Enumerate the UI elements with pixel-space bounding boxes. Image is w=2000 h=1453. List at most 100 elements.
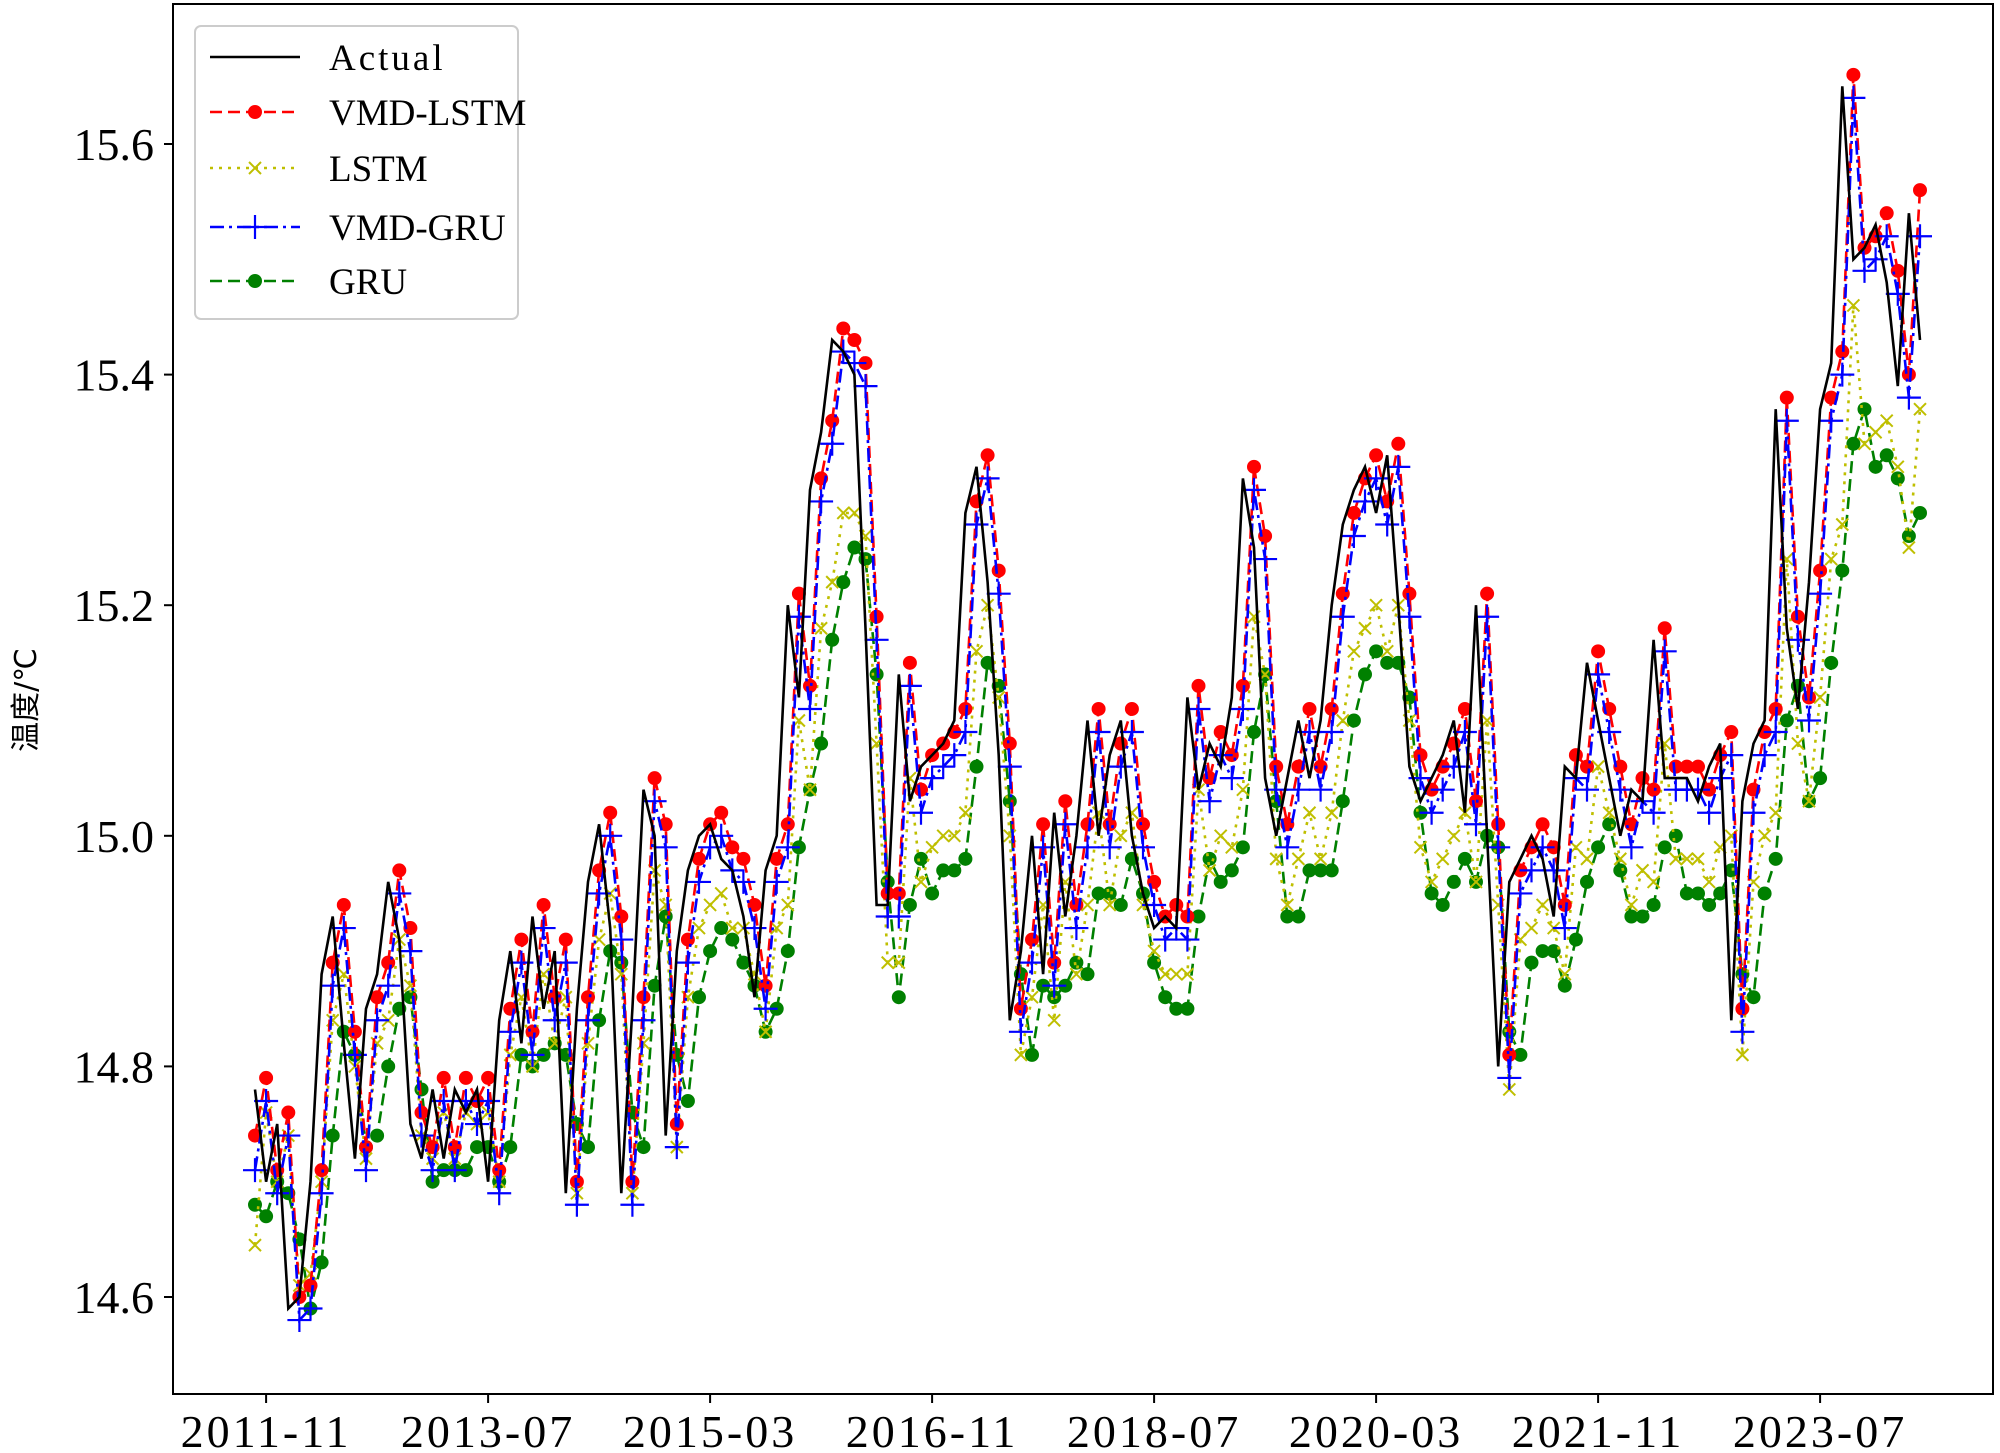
data-point-lstm	[1347, 644, 1361, 659]
data-point-gru	[1446, 874, 1461, 889]
data-point-gru	[1846, 436, 1861, 451]
data-point-gru	[1369, 644, 1384, 659]
data-point-vmd-gru	[1308, 777, 1333, 802]
data-point-vmd-gru	[465, 1112, 489, 1137]
data-point-vmd-gru	[1430, 777, 1455, 802]
data-point-vmd-lstm	[603, 805, 618, 820]
data-point-gru	[703, 944, 718, 959]
data-point-lstm	[1535, 898, 1550, 912]
data-point-lstm	[925, 840, 939, 855]
data-point-vmd-lstm	[370, 990, 385, 1005]
data-point-vmd-gru	[1197, 789, 1222, 814]
data-point-vmd-gru	[842, 351, 867, 376]
data-point-vmd-gru	[564, 1192, 589, 1217]
data-point-vmd-gru	[1186, 696, 1211, 721]
data-point-lstm	[1757, 829, 1772, 843]
data-point-vmd-gru	[531, 916, 556, 941]
data-point-vmd-gru	[975, 466, 1000, 491]
data-point-gru	[1746, 990, 1761, 1005]
data-point-vmd-lstm	[714, 805, 729, 820]
data-point-vmd-gru	[1230, 696, 1255, 721]
data-point-vmd-lstm	[1691, 759, 1705, 774]
data-point-vmd-gru	[1774, 408, 1799, 433]
data-point-gru	[1668, 828, 1683, 843]
data-point-vmd-gru	[487, 1181, 512, 1206]
data-point-lstm	[769, 921, 784, 935]
data-point-vmd-gru	[1441, 754, 1466, 779]
data-point-gru	[958, 851, 973, 866]
data-point-gru	[1291, 909, 1306, 924]
data-point-vmd-lstm	[747, 897, 762, 912]
legend-box	[194, 25, 519, 320]
data-point-gru	[947, 863, 962, 878]
data-point-vmd-gru	[1319, 720, 1344, 745]
data-point-vmd-lstm	[1058, 794, 1073, 809]
data-point-lstm	[803, 782, 817, 797]
data-point-gru	[325, 1128, 340, 1143]
data-point-gru	[1180, 1001, 1195, 1016]
data-point-vmd-gru	[1275, 835, 1300, 860]
data-point-vmd-lstm	[1779, 390, 1794, 405]
data-point-vmd-gru	[376, 973, 401, 998]
data-point-vmd-gru	[1719, 743, 1744, 768]
data-point-lstm	[1158, 967, 1172, 981]
data-point-lstm	[581, 1036, 595, 1051]
data-point-vmd-gru	[1386, 454, 1411, 479]
data-point-gru	[1890, 471, 1905, 486]
data-point-vmd-gru	[620, 1192, 645, 1217]
data-point-vmd-gru	[986, 581, 1011, 606]
data-point-gru	[1613, 863, 1628, 878]
data-point-vmd-lstm	[1657, 621, 1672, 636]
x-axis: 2011-11 2013-07 2015-03 2016-11 2018-07 2020-…	[181, 1394, 1907, 1453]
data-point-lstm	[1369, 598, 1383, 612]
series-vmd-lstm	[248, 67, 1927, 1304]
data-point-vmd-lstm	[1646, 782, 1661, 797]
data-point-vmd-gru	[1852, 258, 1877, 283]
data-point-lstm	[1014, 1048, 1028, 1062]
data-point-gru	[1213, 874, 1228, 889]
data-point-vmd-gru	[1652, 639, 1677, 664]
data-point-gru	[1457, 851, 1472, 866]
data-point-vmd-lstm	[1025, 932, 1039, 947]
x-tick-label: 2016-11	[846, 1406, 1019, 1453]
data-point-vmd-gru	[997, 754, 1022, 779]
data-point-lstm	[1324, 806, 1339, 820]
data-point-vmd-gru	[1730, 1019, 1755, 1044]
data-point-vmd-lstm	[1613, 759, 1628, 774]
data-point-vmd-gru	[942, 743, 967, 768]
legend-item-gru: GRU	[210, 262, 407, 303]
data-point-vmd-lstm	[902, 655, 917, 670]
data-point-vmd-lstm	[1557, 897, 1572, 912]
legend-marker	[243, 215, 267, 239]
data-point-vmd-gru	[298, 1296, 323, 1321]
x-tick-label: 2013-07	[401, 1406, 575, 1453]
data-point-vmd-gru	[1064, 916, 1089, 941]
data-point-lstm	[1680, 852, 1694, 866]
data-point-vmd-gru	[664, 1135, 689, 1160]
data-point-vmd-gru	[609, 927, 634, 952]
data-point-vmd-gru	[1153, 927, 1178, 952]
series-lstm	[248, 298, 1927, 1293]
legend-item-vmd-gru: VMD-GRU	[210, 208, 506, 249]
data-point-lstm	[1735, 1048, 1750, 1062]
series-line-actual	[253, 86, 1922, 1312]
data-point-lstm	[248, 1238, 262, 1252]
data-point-lstm	[892, 955, 906, 970]
data-point-lstm	[1580, 852, 1594, 866]
data-point-vmd-lstm	[347, 1024, 362, 1039]
data-point-vmd-gru	[742, 916, 767, 941]
data-point-vmd-gru	[320, 973, 345, 998]
x-tick-label: 2023-07	[1733, 1406, 1907, 1453]
data-point-vmd-lstm	[1124, 701, 1139, 716]
data-point-vmd-lstm	[1480, 586, 1495, 601]
data-point-vmd-gru	[398, 939, 423, 964]
data-point-gru	[680, 1093, 695, 1108]
data-point-vmd-gru	[1119, 720, 1144, 745]
data-point-vmd-lstm	[1580, 759, 1594, 774]
data-point-vmd-lstm	[1369, 448, 1384, 463]
data-point-vmd-lstm	[914, 782, 928, 797]
data-point-vmd-gru	[1508, 881, 1533, 906]
data-point-lstm	[1824, 552, 1838, 566]
data-point-vmd-gru	[1464, 812, 1488, 837]
data-point-lstm	[1225, 840, 1239, 855]
